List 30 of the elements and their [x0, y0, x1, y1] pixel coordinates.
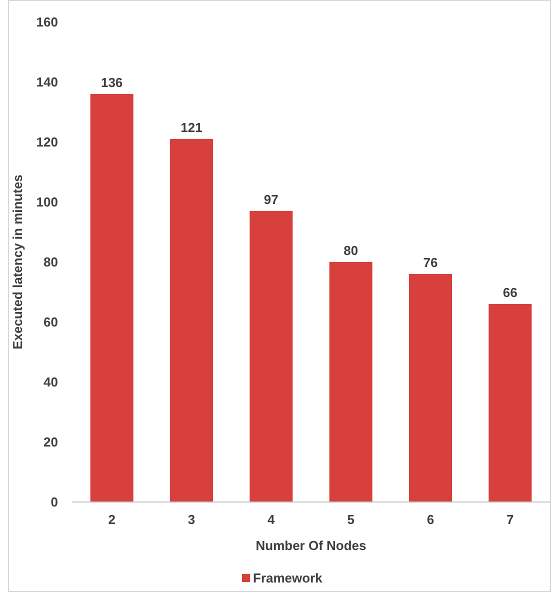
y-tick-label: 20 [44, 434, 58, 450]
y-tick-label: 140 [36, 74, 58, 90]
y-tick-label: 80 [44, 254, 58, 270]
bar [408, 274, 452, 502]
x-tick-label: 6 [426, 512, 434, 527]
y-tick-label: 160 [36, 14, 58, 30]
x-tick-label: 2 [108, 512, 116, 527]
bar [488, 304, 532, 502]
y-axis-title: Executed latency in minutes [10, 174, 25, 350]
bar [90, 94, 134, 502]
legend-label: Framework [253, 570, 324, 586]
y-tick-label: 100 [36, 194, 58, 210]
y-tick-label: 120 [36, 134, 58, 150]
bar [170, 139, 214, 502]
x-tick-label: 4 [268, 512, 276, 527]
data-label: 66 [502, 285, 518, 300]
x-tick-label: 5 [347, 512, 354, 527]
x-tick-label: 3 [188, 512, 196, 527]
data-label: 80 [344, 243, 358, 258]
data-label: 121 [180, 120, 202, 135]
x-axis-title: Number Of Nodes [256, 538, 366, 553]
data-label: 97 [264, 192, 278, 207]
y-tick-label: 40 [44, 374, 58, 390]
bar [250, 211, 293, 502]
data-label: 136 [100, 75, 123, 90]
x-tick-label: 7 [506, 512, 514, 527]
data-label: 76 [423, 255, 438, 270]
bar [329, 262, 372, 502]
y-tick-label: 0 [50, 494, 58, 510]
y-tick-label: 60 [44, 314, 58, 330]
